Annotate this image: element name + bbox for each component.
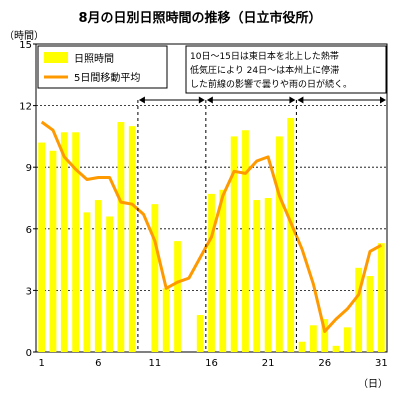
x-tick-label-11: 11 bbox=[149, 358, 162, 369]
period-arrow-3-right-head bbox=[380, 96, 386, 104]
period-arrow-2-right-head bbox=[289, 96, 296, 104]
y-tick-label-6: 6 bbox=[26, 225, 32, 236]
bar-day-12 bbox=[162, 288, 170, 352]
period-arrow-2-left-head bbox=[206, 96, 213, 104]
line-layer bbox=[40, 120, 383, 333]
bar-day-18 bbox=[230, 136, 238, 352]
bar-day-6 bbox=[94, 200, 102, 352]
bar-day-20 bbox=[253, 200, 261, 352]
y-tick-label-12: 12 bbox=[19, 102, 32, 113]
bar-day-11 bbox=[151, 204, 159, 352]
bar-day-5 bbox=[83, 212, 91, 352]
bar-day-29 bbox=[355, 267, 363, 352]
annotation-line-2: 低気圧により 24日～は本州上に停滞 bbox=[190, 64, 339, 76]
bar-day-7 bbox=[106, 216, 113, 352]
arrow-layer bbox=[138, 96, 386, 104]
ytick-layer: 0 3 6 9 12 15 bbox=[19, 40, 36, 359]
annotation-frame bbox=[185, 45, 387, 94]
y-tick-label-9: 9 bbox=[26, 163, 32, 174]
bar-day-2 bbox=[49, 150, 57, 352]
bars-layer bbox=[38, 117, 385, 352]
bar-day-25 bbox=[310, 325, 317, 352]
bar-day-31 bbox=[377, 243, 385, 352]
legend-bar-label: 日照時間 bbox=[74, 53, 114, 65]
x-tick-label-21: 21 bbox=[262, 358, 275, 369]
bar-day-16 bbox=[208, 193, 215, 352]
annotation-line-1: 10日～15日は東日本を北上した熱帯 bbox=[190, 50, 339, 62]
bar-day-21 bbox=[264, 198, 272, 352]
legend-bar-swatch bbox=[44, 52, 68, 63]
period-arrow-1-left-head bbox=[138, 96, 145, 104]
bar-day-30 bbox=[366, 276, 374, 352]
bar-day-28 bbox=[343, 327, 351, 352]
bar-day-24 bbox=[298, 341, 306, 352]
chart-title: 8月の日別日照時間の推移（日立市役所） bbox=[78, 10, 321, 26]
xtick-layer: 1 6 11 16 21 26 31 bbox=[38, 358, 387, 369]
x-tick-label-6: 6 bbox=[95, 358, 101, 369]
grid-layer bbox=[36, 105, 387, 291]
y-tick-label-3: 3 bbox=[26, 286, 32, 297]
bar-day-26 bbox=[321, 319, 329, 352]
bar-day-9 bbox=[128, 126, 136, 352]
legend-line-label: 5日間移動平均 bbox=[74, 71, 140, 84]
bar-day-3 bbox=[60, 132, 68, 352]
bar-day-17 bbox=[219, 189, 227, 352]
legend: 日照時間 5日間移動平均 bbox=[37, 45, 168, 89]
bar-day-22 bbox=[276, 136, 283, 352]
x-tick-label-26: 26 bbox=[318, 358, 331, 369]
annotation-box: 10日～15日は東日本を北上した熱帯 低気圧により 24日～は本州上に停滞 した… bbox=[185, 45, 387, 94]
bar-day-4 bbox=[72, 132, 80, 352]
x-tick-label-16: 16 bbox=[205, 358, 218, 369]
y-tick-label-0: 0 bbox=[26, 348, 32, 359]
bar-day-23 bbox=[287, 117, 295, 352]
bar-day-1 bbox=[38, 142, 46, 352]
bar-day-27 bbox=[332, 345, 340, 352]
y-tick-label-15: 15 bbox=[19, 40, 32, 51]
moving-average-line bbox=[40, 120, 383, 333]
x-tick-label-31: 31 bbox=[375, 358, 388, 369]
period-arrow-1-right-head bbox=[198, 96, 205, 104]
y-axis-label: （時間） bbox=[4, 30, 44, 42]
annotation-line-3: した前線の影響で曇りや雨の日が続く。 bbox=[190, 78, 352, 90]
x-axis-label: （日） bbox=[358, 378, 388, 390]
separator-layer bbox=[137, 100, 297, 352]
bar-day-8 bbox=[117, 122, 125, 352]
bar-day-19 bbox=[242, 130, 249, 352]
bar-day-13 bbox=[174, 241, 181, 352]
x-tick-label-1: 1 bbox=[38, 358, 44, 369]
period-arrow-3-left-head bbox=[297, 96, 304, 104]
bar-day-15 bbox=[196, 315, 204, 352]
